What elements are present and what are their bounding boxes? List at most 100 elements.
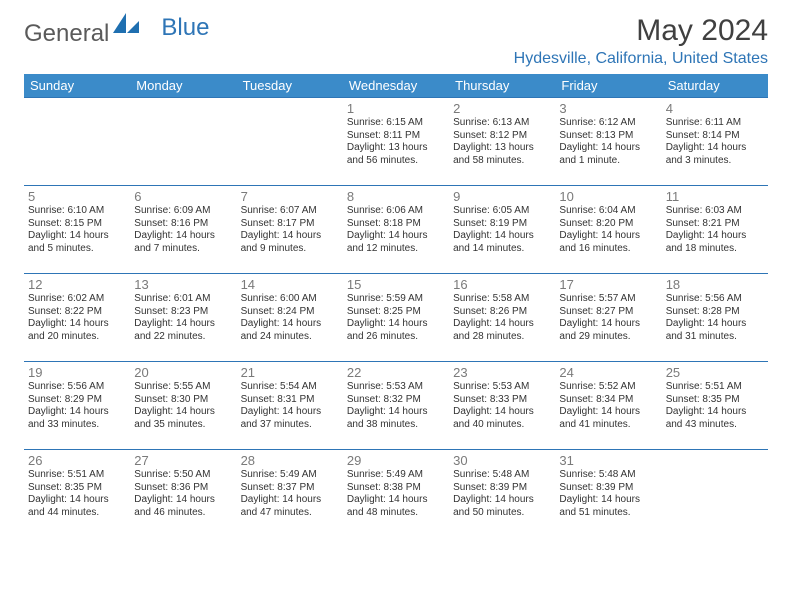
daylight-line: Daylight: 14 hours and 43 minutes. — [666, 406, 764, 431]
day-cell: 17Sunrise: 5:57 AMSunset: 8:27 PMDayligh… — [555, 274, 661, 362]
sunset-line: Sunset: 8:31 PM — [241, 394, 339, 407]
sunrise-line: Sunrise: 5:52 AM — [559, 381, 657, 394]
day-details: Sunrise: 5:50 AMSunset: 8:36 PMDaylight:… — [134, 469, 232, 519]
sunrise-line: Sunrise: 5:58 AM — [453, 293, 551, 306]
sunrise-line: Sunrise: 5:51 AM — [666, 381, 764, 394]
sunset-line: Sunset: 8:18 PM — [347, 218, 445, 231]
empty-cell — [24, 98, 130, 186]
day-details: Sunrise: 5:48 AMSunset: 8:39 PMDaylight:… — [559, 469, 657, 519]
day-cell: 11Sunrise: 6:03 AMSunset: 8:21 PMDayligh… — [662, 186, 768, 274]
sunrise-line: Sunrise: 6:05 AM — [453, 205, 551, 218]
day-details: Sunrise: 6:05 AMSunset: 8:19 PMDaylight:… — [453, 205, 551, 255]
day-cell: 15Sunrise: 5:59 AMSunset: 8:25 PMDayligh… — [343, 274, 449, 362]
day-number: 19 — [28, 365, 126, 380]
day-cell: 1Sunrise: 6:15 AMSunset: 8:11 PMDaylight… — [343, 98, 449, 186]
sunset-line: Sunset: 8:33 PM — [453, 394, 551, 407]
day-details: Sunrise: 6:07 AMSunset: 8:17 PMDaylight:… — [241, 205, 339, 255]
daylight-line: Daylight: 14 hours and 46 minutes. — [134, 494, 232, 519]
day-cell: 3Sunrise: 6:12 AMSunset: 8:13 PMDaylight… — [555, 98, 661, 186]
daylight-line: Daylight: 14 hours and 26 minutes. — [347, 318, 445, 343]
day-number: 4 — [666, 101, 764, 116]
sunset-line: Sunset: 8:35 PM — [28, 482, 126, 495]
calendar-page: General Blue May 2024 Hydesville, Califo… — [0, 0, 792, 548]
month-title: May 2024 — [514, 14, 768, 48]
sunrise-line: Sunrise: 6:13 AM — [453, 117, 551, 130]
daylight-line: Daylight: 13 hours and 58 minutes. — [453, 142, 551, 167]
day-number: 22 — [347, 365, 445, 380]
sunset-line: Sunset: 8:16 PM — [134, 218, 232, 231]
sunset-line: Sunset: 8:38 PM — [347, 482, 445, 495]
day-cell: 26Sunrise: 5:51 AMSunset: 8:35 PMDayligh… — [24, 450, 130, 538]
day-cell: 25Sunrise: 5:51 AMSunset: 8:35 PMDayligh… — [662, 362, 768, 450]
sunset-line: Sunset: 8:29 PM — [28, 394, 126, 407]
day-number: 13 — [134, 277, 232, 292]
weekday-header: Sunday — [24, 74, 130, 98]
day-number: 12 — [28, 277, 126, 292]
calendar-week-row: 19Sunrise: 5:56 AMSunset: 8:29 PMDayligh… — [24, 362, 768, 450]
day-cell: 4Sunrise: 6:11 AMSunset: 8:14 PMDaylight… — [662, 98, 768, 186]
day-number: 20 — [134, 365, 232, 380]
sunrise-line: Sunrise: 5:53 AM — [347, 381, 445, 394]
sunrise-line: Sunrise: 6:09 AM — [134, 205, 232, 218]
day-number: 7 — [241, 189, 339, 204]
location-label: Hydesville, California, United States — [514, 50, 768, 68]
sunset-line: Sunset: 8:23 PM — [134, 306, 232, 319]
daylight-line: Daylight: 14 hours and 22 minutes. — [134, 318, 232, 343]
daylight-line: Daylight: 14 hours and 35 minutes. — [134, 406, 232, 431]
sunrise-line: Sunrise: 5:49 AM — [241, 469, 339, 482]
sunrise-line: Sunrise: 6:01 AM — [134, 293, 232, 306]
day-details: Sunrise: 6:09 AMSunset: 8:16 PMDaylight:… — [134, 205, 232, 255]
day-details: Sunrise: 6:02 AMSunset: 8:22 PMDaylight:… — [28, 293, 126, 343]
day-cell: 16Sunrise: 5:58 AMSunset: 8:26 PMDayligh… — [449, 274, 555, 362]
weekday-header: Friday — [555, 74, 661, 98]
day-details: Sunrise: 6:11 AMSunset: 8:14 PMDaylight:… — [666, 117, 764, 167]
day-cell: 24Sunrise: 5:52 AMSunset: 8:34 PMDayligh… — [555, 362, 661, 450]
sunset-line: Sunset: 8:34 PM — [559, 394, 657, 407]
sunrise-line: Sunrise: 6:11 AM — [666, 117, 764, 130]
daylight-line: Daylight: 14 hours and 41 minutes. — [559, 406, 657, 431]
day-cell: 31Sunrise: 5:48 AMSunset: 8:39 PMDayligh… — [555, 450, 661, 538]
day-details: Sunrise: 5:55 AMSunset: 8:30 PMDaylight:… — [134, 381, 232, 431]
calendar-week-row: 26Sunrise: 5:51 AMSunset: 8:35 PMDayligh… — [24, 450, 768, 538]
day-cell: 22Sunrise: 5:53 AMSunset: 8:32 PMDayligh… — [343, 362, 449, 450]
daylight-line: Daylight: 14 hours and 40 minutes. — [453, 406, 551, 431]
day-details: Sunrise: 5:54 AMSunset: 8:31 PMDaylight:… — [241, 381, 339, 431]
brand-logo: General Blue — [24, 14, 209, 48]
daylight-line: Daylight: 14 hours and 50 minutes. — [453, 494, 551, 519]
sunset-line: Sunset: 8:36 PM — [134, 482, 232, 495]
calendar-week-row: 5Sunrise: 6:10 AMSunset: 8:15 PMDaylight… — [24, 186, 768, 274]
day-number: 23 — [453, 365, 551, 380]
sunrise-line: Sunrise: 6:06 AM — [347, 205, 445, 218]
weekday-header: Monday — [130, 74, 236, 98]
daylight-line: Daylight: 14 hours and 5 minutes. — [28, 230, 126, 255]
day-cell: 14Sunrise: 6:00 AMSunset: 8:24 PMDayligh… — [237, 274, 343, 362]
day-cell: 20Sunrise: 5:55 AMSunset: 8:30 PMDayligh… — [130, 362, 236, 450]
day-details: Sunrise: 5:52 AMSunset: 8:34 PMDaylight:… — [559, 381, 657, 431]
day-number: 16 — [453, 277, 551, 292]
sunset-line: Sunset: 8:30 PM — [134, 394, 232, 407]
day-details: Sunrise: 6:12 AMSunset: 8:13 PMDaylight:… — [559, 117, 657, 167]
day-details: Sunrise: 5:58 AMSunset: 8:26 PMDaylight:… — [453, 293, 551, 343]
daylight-line: Daylight: 14 hours and 44 minutes. — [28, 494, 126, 519]
day-number: 3 — [559, 101, 657, 116]
daylight-line: Daylight: 14 hours and 18 minutes. — [666, 230, 764, 255]
sunrise-line: Sunrise: 5:48 AM — [559, 469, 657, 482]
day-details: Sunrise: 5:53 AMSunset: 8:32 PMDaylight:… — [347, 381, 445, 431]
daylight-line: Daylight: 14 hours and 33 minutes. — [28, 406, 126, 431]
sunset-line: Sunset: 8:37 PM — [241, 482, 339, 495]
title-block: May 2024 Hydesville, California, United … — [514, 14, 768, 68]
day-number: 25 — [666, 365, 764, 380]
daylight-line: Daylight: 14 hours and 51 minutes. — [559, 494, 657, 519]
day-details: Sunrise: 5:53 AMSunset: 8:33 PMDaylight:… — [453, 381, 551, 431]
sunrise-line: Sunrise: 6:15 AM — [347, 117, 445, 130]
sunset-line: Sunset: 8:14 PM — [666, 130, 764, 143]
sunset-line: Sunset: 8:11 PM — [347, 130, 445, 143]
day-cell: 13Sunrise: 6:01 AMSunset: 8:23 PMDayligh… — [130, 274, 236, 362]
day-details: Sunrise: 5:49 AMSunset: 8:37 PMDaylight:… — [241, 469, 339, 519]
daylight-line: Daylight: 14 hours and 38 minutes. — [347, 406, 445, 431]
day-number: 2 — [453, 101, 551, 116]
sunset-line: Sunset: 8:32 PM — [347, 394, 445, 407]
day-cell: 9Sunrise: 6:05 AMSunset: 8:19 PMDaylight… — [449, 186, 555, 274]
calendar-week-row: 1Sunrise: 6:15 AMSunset: 8:11 PMDaylight… — [24, 98, 768, 186]
empty-cell — [662, 450, 768, 538]
